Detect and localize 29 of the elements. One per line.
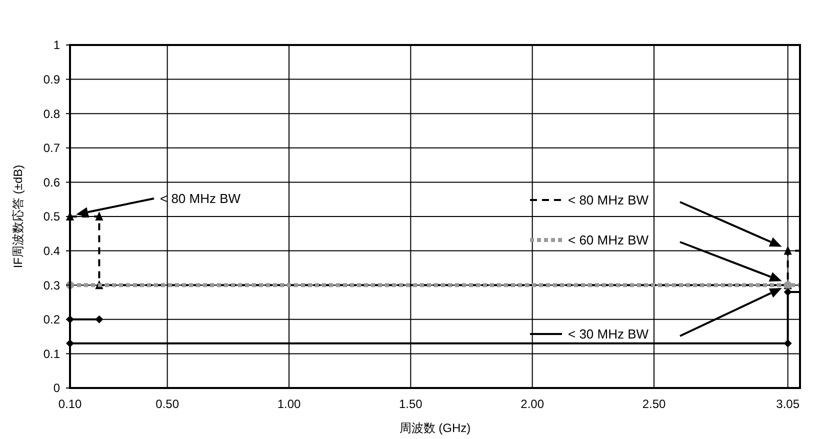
y-tick-label: 0.9 — [43, 72, 60, 86]
point — [784, 288, 792, 296]
y-tick-label: 0.3 — [43, 278, 60, 292]
x-tick-label: 0.10 — [58, 397, 82, 411]
y-tick-label: 1 — [53, 38, 60, 52]
x-tick-label: 1.50 — [398, 397, 423, 411]
point — [784, 246, 792, 255]
point — [95, 315, 104, 324]
x-tick-label: 3.05 — [776, 397, 800, 411]
x-tick-label: 2.50 — [642, 397, 666, 411]
y-tick-label: 0.7 — [43, 141, 60, 156]
point — [784, 339, 792, 348]
legend-label: < 60 MHz BW — [568, 232, 650, 248]
legend-label: < 80 MHz BW — [568, 192, 650, 208]
point — [95, 212, 104, 220]
y-tick-label: 0.5 — [43, 210, 60, 224]
legend-label: < 30 MHz BW — [568, 326, 650, 342]
y-tick-label: 0.8 — [43, 106, 60, 121]
x-tick-label: 0.50 — [156, 397, 180, 411]
x-axis-title: 周波数 (GHz) — [399, 421, 471, 435]
y-tick-label: 0.4 — [43, 244, 60, 258]
y-tick-label: 0.1 — [43, 346, 60, 361]
x-tick-label: 2.00 — [520, 397, 544, 411]
y-tick-label: 0.2 — [43, 312, 60, 327]
y-tick-label: 0.6 — [43, 175, 60, 190]
y-axis-title: IF周波数応答 (±dB) — [11, 164, 25, 268]
annotation: < 80 MHz BW — [160, 191, 242, 206]
x-tick-label: 1.00 — [277, 397, 301, 411]
y-tick-label: 0 — [53, 381, 60, 396]
